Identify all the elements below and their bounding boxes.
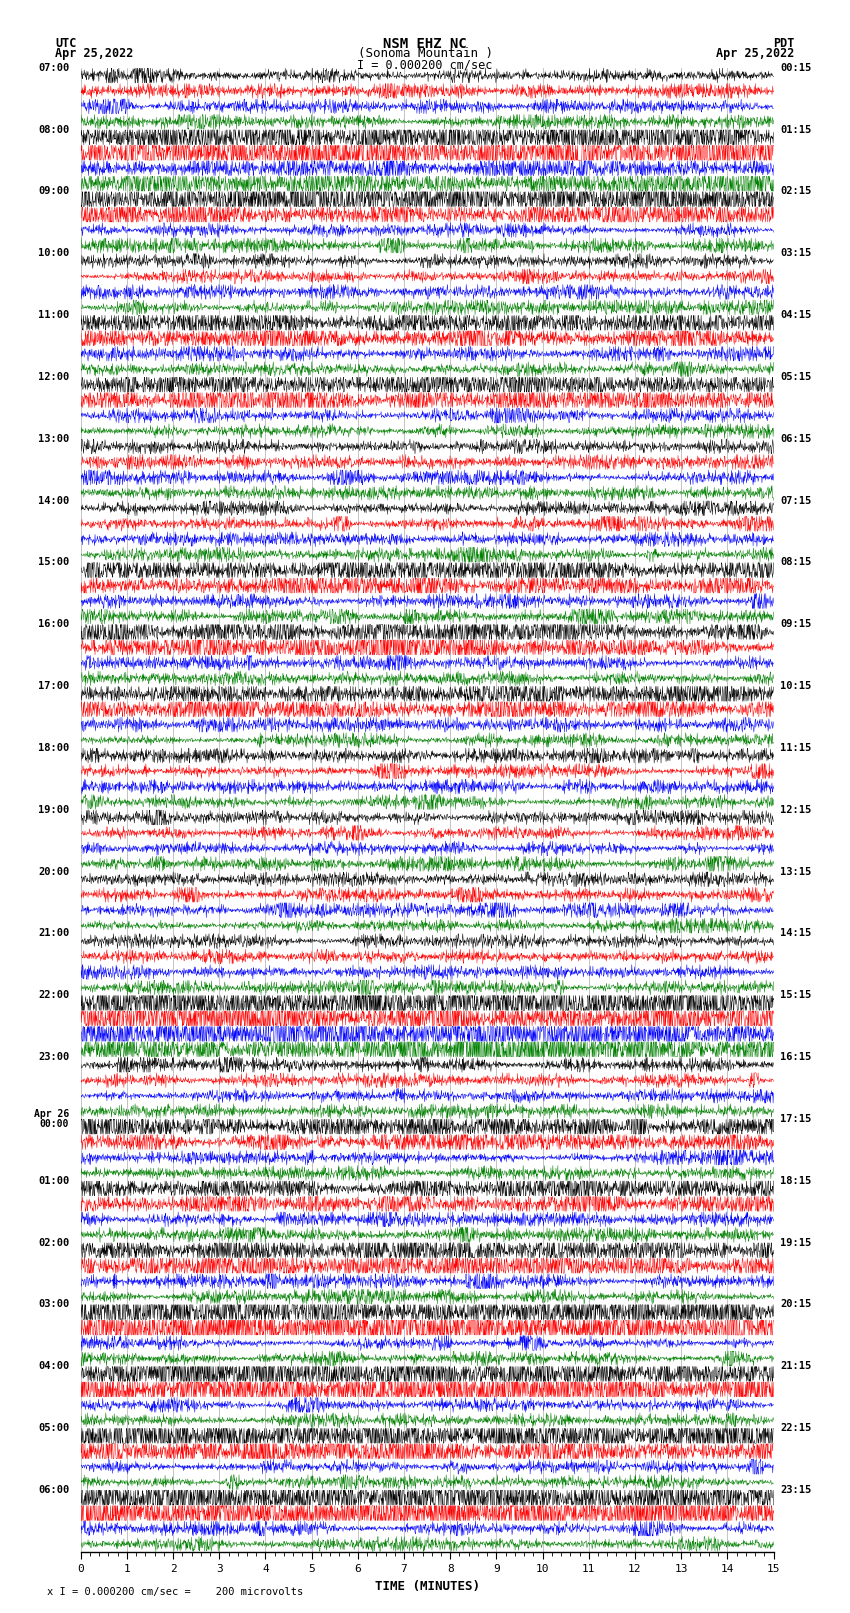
Text: 23:00: 23:00 [38,1052,69,1061]
Text: 03:00: 03:00 [38,1300,69,1310]
Text: 04:00: 04:00 [38,1361,69,1371]
Text: Apr 25,2022: Apr 25,2022 [717,47,795,60]
Text: Apr 25,2022: Apr 25,2022 [55,47,133,60]
Text: 14:00: 14:00 [38,495,69,505]
Text: 20:00: 20:00 [38,866,69,876]
Text: 18:15: 18:15 [780,1176,812,1186]
Text: 07:00: 07:00 [38,63,69,73]
Text: 01:15: 01:15 [780,124,812,134]
Text: 00:15: 00:15 [780,63,812,73]
Text: 15:00: 15:00 [38,558,69,568]
Text: 12:00: 12:00 [38,373,69,382]
Text: 03:15: 03:15 [780,248,812,258]
Text: 09:15: 09:15 [780,619,812,629]
Text: 04:15: 04:15 [780,310,812,319]
Text: 06:15: 06:15 [780,434,812,444]
Text: 09:00: 09:00 [38,187,69,197]
Text: 01:00: 01:00 [38,1176,69,1186]
Text: 05:15: 05:15 [780,373,812,382]
Text: 22:00: 22:00 [38,990,69,1000]
Text: 18:00: 18:00 [38,744,69,753]
Text: 17:15: 17:15 [780,1115,812,1124]
Text: 10:00: 10:00 [38,248,69,258]
Text: 22:15: 22:15 [780,1423,812,1432]
Text: 16:00: 16:00 [38,619,69,629]
X-axis label: TIME (MINUTES): TIME (MINUTES) [375,1581,479,1594]
Text: 10:15: 10:15 [780,681,812,690]
Text: 11:00: 11:00 [38,310,69,319]
Text: PDT: PDT [774,37,795,50]
Text: 14:15: 14:15 [780,929,812,939]
Text: 16:15: 16:15 [780,1052,812,1061]
Text: (Sonoma Mountain ): (Sonoma Mountain ) [358,47,492,60]
Text: 17:00: 17:00 [38,681,69,690]
Text: 05:00: 05:00 [38,1423,69,1432]
Text: 20:15: 20:15 [780,1300,812,1310]
Text: 11:15: 11:15 [780,744,812,753]
Text: 08:15: 08:15 [780,558,812,568]
Text: I = 0.000200 cm/sec: I = 0.000200 cm/sec [357,58,493,71]
Text: 00:00: 00:00 [40,1119,69,1129]
Text: 21:00: 21:00 [38,929,69,939]
Text: 15:15: 15:15 [780,990,812,1000]
Text: NSM EHZ NC: NSM EHZ NC [383,37,467,52]
Text: UTC: UTC [55,37,76,50]
Text: 06:00: 06:00 [38,1486,69,1495]
Text: 02:15: 02:15 [780,187,812,197]
Text: 21:15: 21:15 [780,1361,812,1371]
Text: 08:00: 08:00 [38,124,69,134]
Text: 13:15: 13:15 [780,866,812,876]
Text: 13:00: 13:00 [38,434,69,444]
Text: 23:15: 23:15 [780,1486,812,1495]
Text: Apr 26: Apr 26 [34,1108,69,1119]
Text: 19:00: 19:00 [38,805,69,815]
Text: 12:15: 12:15 [780,805,812,815]
Text: 07:15: 07:15 [780,495,812,505]
Text: 02:00: 02:00 [38,1237,69,1247]
Text: x I = 0.000200 cm/sec =    200 microvolts: x I = 0.000200 cm/sec = 200 microvolts [47,1587,303,1597]
Text: 19:15: 19:15 [780,1237,812,1247]
